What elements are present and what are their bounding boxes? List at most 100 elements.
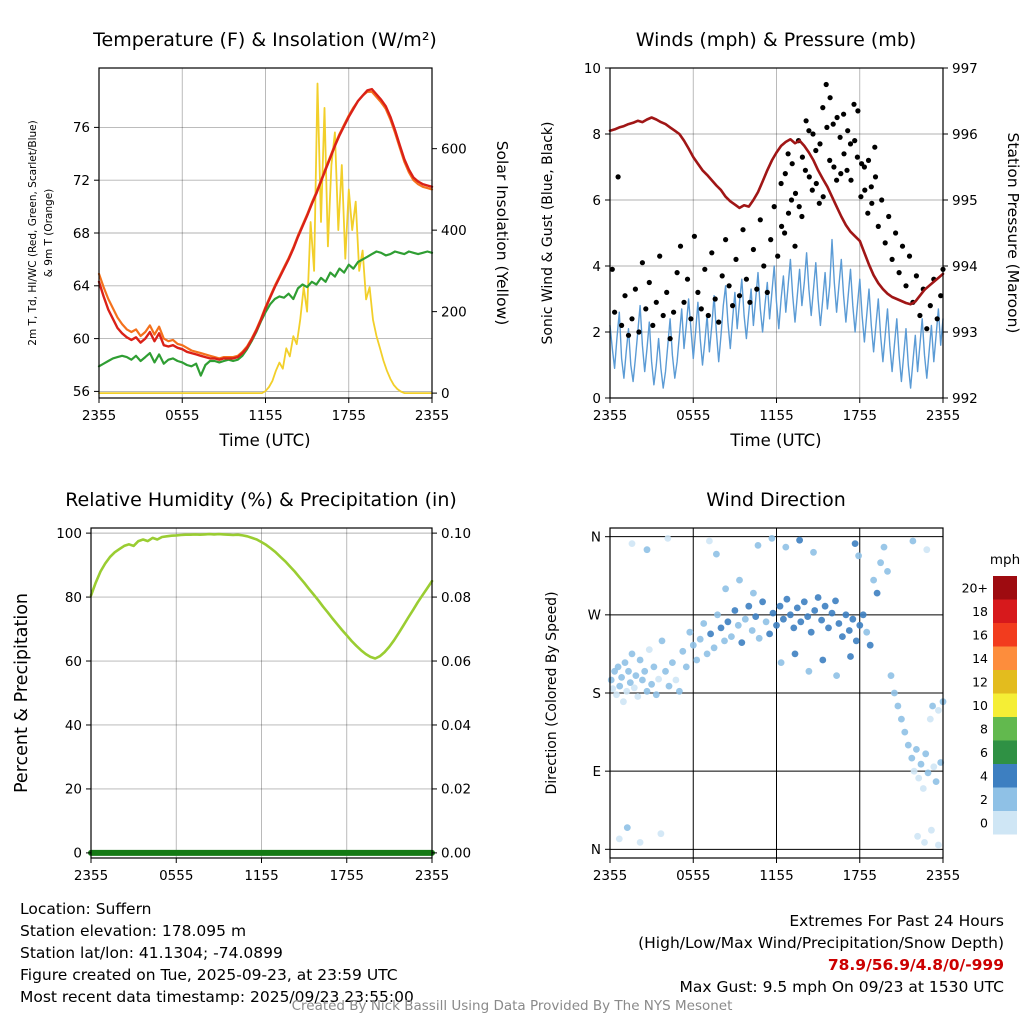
x-tick-label: 1755 <box>332 408 366 424</box>
axis-ticks <box>86 532 437 863</box>
colorbar-title: mph <box>990 552 1020 568</box>
x-tick-label: 1755 <box>330 868 364 884</box>
grid-lines <box>99 68 432 398</box>
axis-tick-labels: 2355 0555 1155 1755 2355 0 20 40 60 80 100 0.00 0.02… <box>56 526 471 884</box>
y-axis-title-left: Direction (Colored By Speed) <box>544 591 560 794</box>
extremes-title: Extremes For Past 24 Hours <box>789 912 1004 930</box>
axis-ticks <box>605 536 944 863</box>
x-tick-label: 2355 <box>926 408 960 424</box>
x-tick-label: 2355 <box>593 868 627 884</box>
x-tick-label: 2355 <box>82 408 116 424</box>
x-tick-label: 0555 <box>159 868 193 884</box>
chart-title: Temperature (F) & Insolation (W/m²) <box>92 29 437 51</box>
humidity-precipitation-chart: 2355 0555 1155 1755 2355 0 20 40 60 80 100 0.00 0.02… <box>12 489 471 884</box>
y-left-tick-label: 72 <box>73 173 90 189</box>
colorbar-label: 10 <box>972 698 988 713</box>
station-elevation: Station elevation: 178.095 m <box>20 922 247 940</box>
colorbar-swatch <box>993 693 1017 717</box>
colorbar-label: 4 <box>980 768 988 783</box>
y-axis-title-right: Station Pressure (Maroon) <box>1004 133 1022 334</box>
colorbar-swatch <box>993 670 1017 694</box>
colorbar-swatch <box>993 764 1017 788</box>
most-recent-data-timestamp: Most recent data timestamp: 2025/09/23 2… <box>20 988 414 1006</box>
y-right-tick-label: 992 <box>952 391 978 407</box>
colorbar-label: 0 <box>980 815 988 830</box>
colorbar-swatch <box>993 787 1017 811</box>
chart-title: Relative Humidity (%) & Precipitation (i… <box>65 489 457 511</box>
x-tick-label: 0555 <box>676 868 710 884</box>
colorbar-label: 6 <box>980 745 988 760</box>
colorbar-label: 8 <box>980 721 988 736</box>
colorbar-swatch <box>993 717 1017 741</box>
x-tick-label: 1755 <box>843 408 877 424</box>
y-left-tick-label: 76 <box>73 120 90 136</box>
series-wind-gusts <box>609 81 946 342</box>
colorbar-label: 20+ <box>962 580 988 595</box>
colorbar-label: 16 <box>972 627 988 642</box>
y-left-tick-label: S <box>592 686 601 702</box>
x-tick-label: 2355 <box>926 868 960 884</box>
axis-tick-labels: 2355 0555 1155 1755 2355 56 60 64 68 72 76 0 200 400 6… <box>73 120 467 424</box>
colorbar-label: 18 <box>972 604 988 619</box>
series-station-pressure <box>608 116 945 306</box>
colorbar-label: 14 <box>972 651 988 666</box>
y-left-tick-label: 68 <box>73 226 90 242</box>
y-left-tick-label: 40 <box>65 718 82 734</box>
y-right-tick-label: 0.08 <box>441 590 471 606</box>
y-right-tick-label: 993 <box>952 325 978 341</box>
y-left-tick-label: E <box>592 764 601 780</box>
y-left-tick-label: 2 <box>592 325 601 341</box>
x-tick-label: 0555 <box>165 408 199 424</box>
chart-title: Winds (mph) & Pressure (mb) <box>636 29 917 51</box>
winds-pressure-chart: 2355 0555 1155 1755 235502468109929939949959… <box>540 29 1022 450</box>
series-solar-insolation <box>98 82 433 394</box>
y-left-tick-label: N <box>591 529 601 545</box>
y-axis-title-left: Percent & Precipitation <box>12 593 32 793</box>
y-right-tick-label: 995 <box>952 193 978 209</box>
y-right-tick-label: 0.06 <box>441 654 471 670</box>
wind-direction-chart: 2355 0555 1155 1755 2355 N W S E N Wind Direction D… <box>544 489 1020 884</box>
axis-ticks <box>605 67 948 403</box>
series-dewpoint-2m <box>97 250 434 377</box>
y-left-tick-label: 0 <box>592 391 601 407</box>
chart-title: Wind Direction <box>706 489 846 511</box>
extremes-legend: (High/Low/Max Wind/Precipitation/Snow De… <box>638 934 1004 952</box>
y-left-tick-label: 0 <box>73 846 82 862</box>
y-left-tick-label: W <box>588 608 601 624</box>
station-info-block: Location: Suffern Station elevation: 178… <box>20 898 414 1008</box>
figure-created-timestamp: Figure created on Tue, 2025-09-23, at 23… <box>20 966 398 984</box>
series-temp-2m <box>97 87 434 361</box>
x-tick-label: 1155 <box>248 408 282 424</box>
colorbar-swatch <box>993 740 1017 764</box>
colorbar-label: 2 <box>980 792 988 807</box>
y-left-tick-label: 100 <box>56 526 82 542</box>
y-axis-title-left-2: & 9m T (Orange) <box>43 189 55 278</box>
axis-tick-labels: 2355 0555 1155 1755 235502468109929939949959… <box>584 61 978 424</box>
x-tick-label: 1155 <box>244 868 278 884</box>
temperature-insolation-chart: 2355 0555 1155 1755 2355 56 60 64 68 72 76 0 200 400 6… <box>27 29 511 450</box>
grid-lines <box>610 68 943 398</box>
series-wind-direction <box>607 535 947 849</box>
x-tick-label: 2355 <box>415 868 449 884</box>
credit-line: Created By Nick Bassill Using Data Provi… <box>291 998 733 1014</box>
grid-lines <box>91 528 432 858</box>
y-right-tick-label: 0.02 <box>441 782 471 798</box>
y-right-tick-label: 400 <box>441 223 467 239</box>
y-right-tick-label: 0.10 <box>441 526 471 542</box>
y-left-tick-label: 10 <box>584 61 601 77</box>
y-left-tick-label: 56 <box>73 384 90 400</box>
series-relative-humidity <box>89 532 434 660</box>
max-gust: Max Gust: 9.5 mph On 09/23 at 1530 UTC <box>679 978 1004 996</box>
y-right-tick-label: 600 <box>441 141 467 157</box>
colorbar-swatch <box>993 646 1017 670</box>
colorbar-swatch <box>993 599 1017 623</box>
y-right-tick-label: 0.04 <box>441 718 471 734</box>
y-right-tick-label: 0.00 <box>441 846 471 862</box>
y-right-tick-label: 996 <box>952 127 978 143</box>
colorbar-swatch <box>993 623 1017 647</box>
y-right-tick-label: 200 <box>441 304 467 320</box>
y-axis-title-left: Sonic Wind & Gust (Blue, Black) <box>540 121 556 344</box>
x-tick-label: 2355 <box>415 408 449 424</box>
station-location: Location: Suffern <box>20 900 152 918</box>
